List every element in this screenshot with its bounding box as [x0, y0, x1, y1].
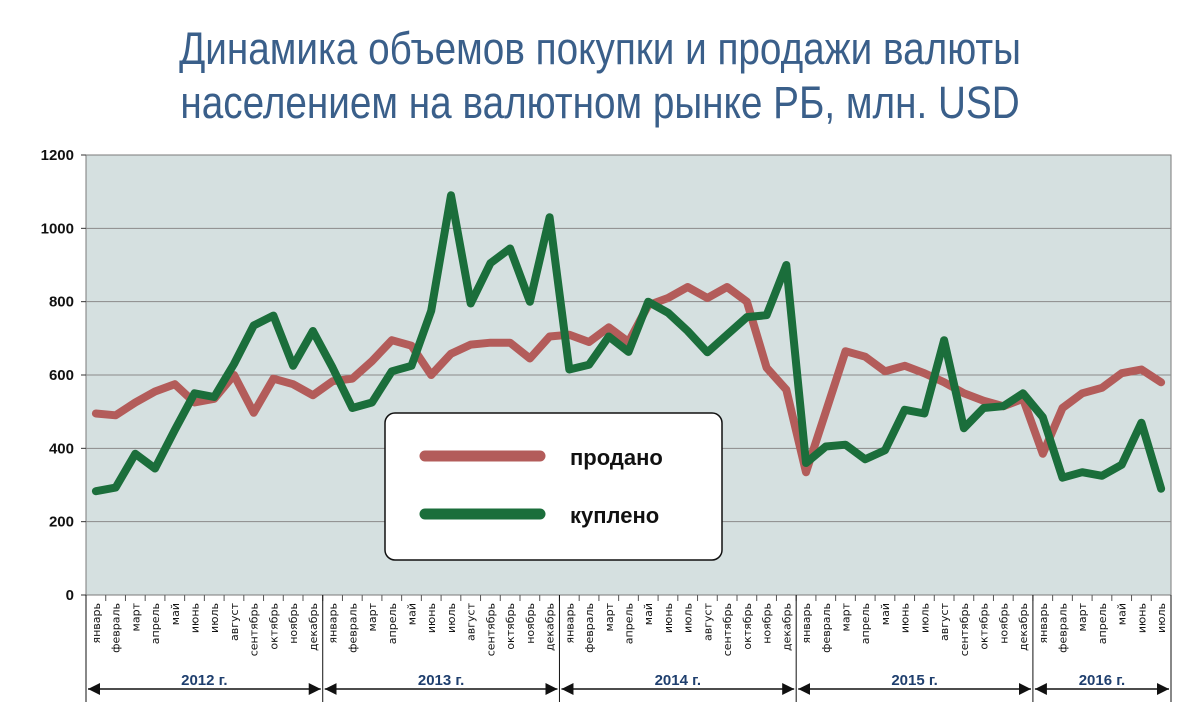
x-tick-label: июль: [918, 603, 931, 633]
x-tick-label: май: [879, 603, 892, 625]
x-tick-label: июль: [682, 603, 695, 633]
x-tick-label: август: [465, 602, 478, 641]
x-axis: январь февраль март апрель май июнь июль август…: [85, 595, 1172, 656]
year-label: 2014 г.: [655, 672, 701, 689]
x-tick-label: ноябрь: [524, 603, 537, 644]
x-tick-label: декабрь: [1017, 603, 1030, 651]
x-tick-label: май: [642, 603, 655, 625]
x-tick-label: ноябрь: [761, 603, 774, 644]
x-tick-label: январь: [1037, 603, 1050, 644]
chart-title-line-1: Динамика объемов покупки и продажи валют…: [179, 23, 1021, 74]
x-tick-label: ноябрь: [997, 603, 1010, 644]
legend: продано куплено: [384, 412, 723, 561]
x-tick-label: сентябрь: [484, 603, 497, 656]
x-tick-label: июль: [445, 603, 458, 633]
series-line-bought: [91, 191, 1166, 496]
y-axis: 0 200 400 600 800 1000 1200: [41, 147, 86, 604]
y-tick-label: 800: [49, 294, 74, 311]
x-tick-label: апрель: [386, 603, 399, 644]
x-tick-label: август: [228, 602, 241, 641]
x-tick-label: март: [840, 602, 853, 631]
x-tick-label: октябрь: [741, 603, 754, 650]
x-tick-label: июнь: [1135, 603, 1148, 633]
x-tick-label: март: [366, 602, 379, 631]
x-tick-label: декабрь: [544, 603, 557, 651]
x-tick-label: июнь: [662, 603, 675, 633]
y-tick-label: 600: [49, 367, 74, 384]
x-tick-label: февраль: [1057, 603, 1070, 653]
x-tick-label: март: [129, 602, 142, 631]
x-tick-label: октябрь: [267, 603, 280, 650]
x-tick-label: апрель: [623, 603, 636, 644]
legend-label-sold: продано: [570, 445, 663, 470]
y-tick-label: 1200: [41, 147, 74, 164]
x-tick-label: октябрь: [978, 603, 991, 650]
legend-box: [384, 412, 723, 561]
x-tick-label: декабрь: [780, 603, 793, 651]
x-tick-label: май: [169, 603, 182, 625]
x-tick-label: февраль: [820, 603, 833, 653]
x-tick-label: январь: [800, 603, 813, 644]
x-tick-label: февраль: [110, 603, 123, 653]
x-tick-label: август: [938, 602, 951, 641]
year-bar: 2012 г. 2013 г. 2014 г. 2015 г. 2016 г.: [85, 595, 1172, 702]
x-tick-label: январь: [563, 603, 576, 644]
x-tick-label: апрель: [149, 603, 162, 644]
x-tick-label: март: [603, 602, 616, 631]
x-tick-label: август: [701, 602, 714, 641]
x-tick-label: февраль: [346, 603, 359, 653]
x-tick-label: январь: [327, 603, 340, 644]
x-tick-label: январь: [90, 603, 103, 644]
x-tick-label: февраль: [583, 603, 596, 653]
x-tick-label: сентябрь: [721, 603, 734, 656]
chart-title: Динамика объемов покупки и продажи валют…: [84, 22, 1116, 130]
y-tick-label: 200: [49, 514, 74, 531]
x-tick-label: декабрь: [307, 603, 320, 651]
x-tick-label: май: [1116, 603, 1129, 625]
x-tick-label: апрель: [1096, 603, 1109, 644]
year-label: 2015 г.: [891, 672, 937, 689]
x-tick-label: июнь: [899, 603, 912, 633]
chart-title-line-2: населением на валютном рынке РБ, млн. US…: [180, 77, 1020, 128]
x-tick-label: октябрь: [504, 603, 517, 650]
year-label: 2016 г.: [1079, 672, 1125, 689]
x-tick-label: май: [406, 603, 419, 625]
x-tick-label: сентябрь: [958, 603, 971, 656]
year-label: 2012 г.: [181, 672, 227, 689]
x-tick-label: июль: [1155, 603, 1168, 633]
y-tick-label: 0: [66, 587, 74, 604]
series-lines: [91, 191, 1166, 496]
x-tick-label: сентябрь: [248, 603, 261, 656]
x-tick-label: апрель: [859, 603, 872, 644]
y-tick-label: 400: [49, 440, 74, 457]
legend-label-bought: куплено: [570, 503, 659, 528]
x-tick-label: ноябрь: [287, 603, 300, 644]
x-tick-label: март: [1076, 602, 1089, 631]
x-tick-label: июнь: [189, 603, 202, 633]
x-tick-label: июль: [208, 603, 221, 633]
x-tick-label: июнь: [425, 603, 438, 633]
year-label: 2013 г.: [418, 672, 464, 689]
y-tick-label: 1000: [41, 220, 74, 237]
